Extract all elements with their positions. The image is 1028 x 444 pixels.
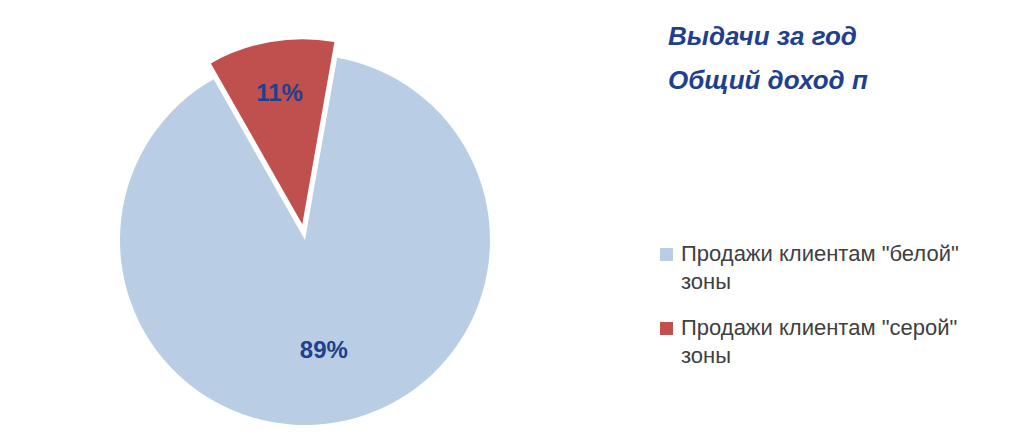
html-text:Продажи клиентам "серой" зоны: Продажи клиентам "серой" зоны xyxy=(681,315,958,368)
html-text:Продажи клиентам "белой" зоны: Продажи клиентам "белой" зоны xyxy=(681,241,959,294)
html-text:Общий доход п: Общий доход п xyxy=(668,65,868,95)
svg-text:11%: 11% xyxy=(256,79,303,106)
html-text:Выдачи за год: Выдачи за год xyxy=(668,21,857,51)
svg-text:89%: 89% xyxy=(300,336,348,363)
